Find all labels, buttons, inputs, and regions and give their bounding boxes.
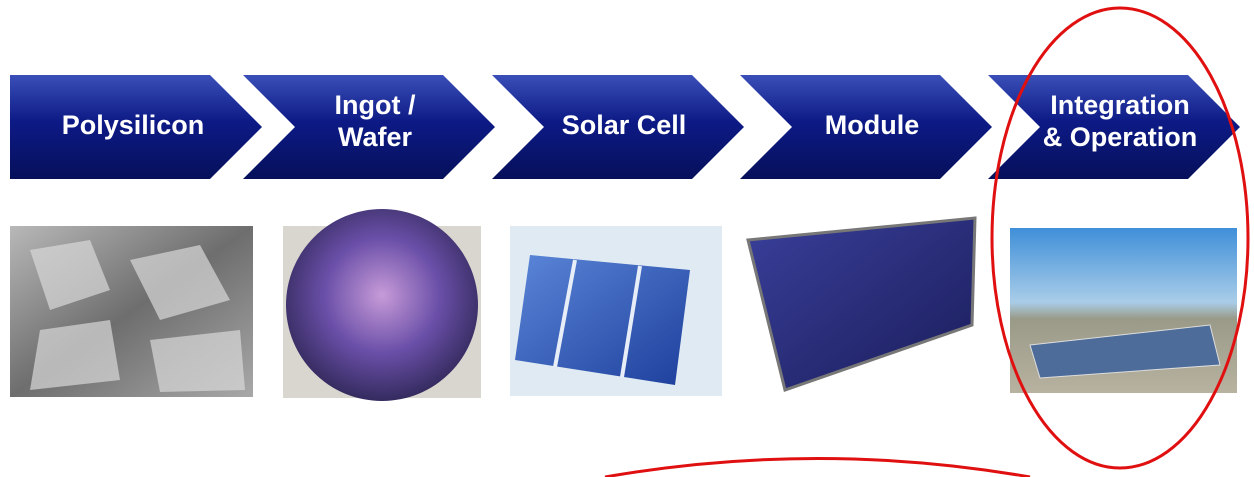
chevron: [492, 75, 744, 179]
chevron: [10, 75, 262, 179]
highlight-ellipse: [990, 6, 1250, 470]
wafer: [286, 209, 478, 401]
chevron: [740, 75, 992, 179]
step-label: & Operation: [1043, 122, 1198, 152]
step-label: Polysilicon: [62, 110, 205, 140]
photos: [10, 209, 1237, 401]
installed-panels: [1029, 324, 1221, 379]
step-label: Solar Cell: [562, 110, 687, 140]
chevron: [988, 75, 1240, 179]
step-label: Wafer: [338, 122, 413, 152]
highlight-arc: [604, 457, 1031, 477]
cell-busbars: [553, 259, 642, 378]
step-label: Integration: [1050, 90, 1190, 120]
step-label: Ingot /: [335, 90, 416, 120]
step-label: Module: [825, 110, 920, 140]
chevrons: Polysilicon Ingot /Wafer Solar Cell Module I…: [10, 75, 1240, 179]
polysilicon-chunks: [30, 240, 245, 392]
solar-module: [746, 216, 977, 392]
chevron: [243, 75, 495, 179]
